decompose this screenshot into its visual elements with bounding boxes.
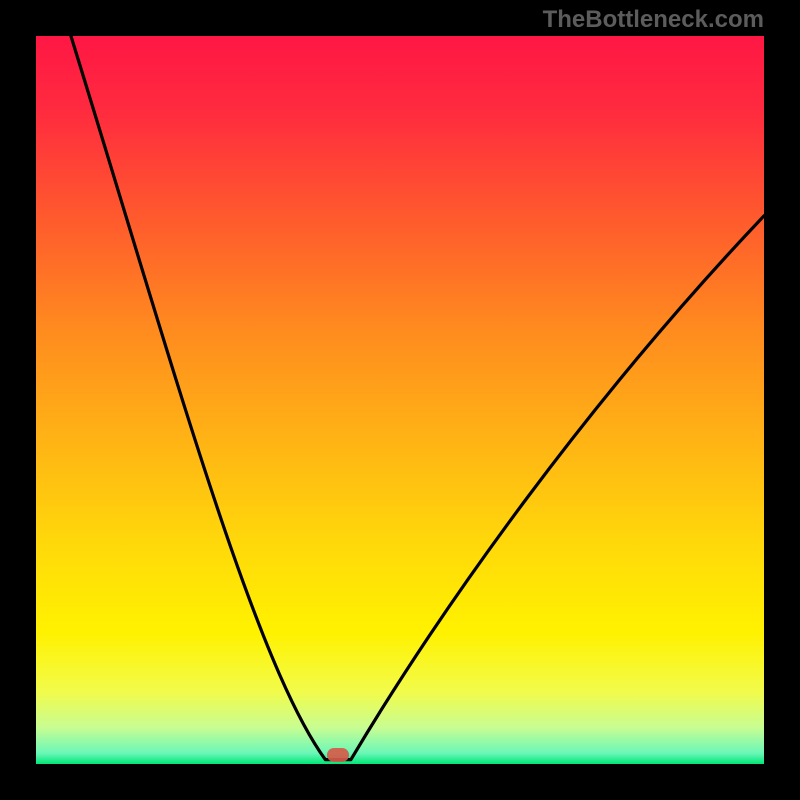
curve-layer bbox=[0, 0, 800, 800]
chart-container: TheBottleneck.com bbox=[0, 0, 800, 800]
bottleneck-curve bbox=[71, 36, 764, 760]
optimum-marker bbox=[327, 748, 349, 762]
